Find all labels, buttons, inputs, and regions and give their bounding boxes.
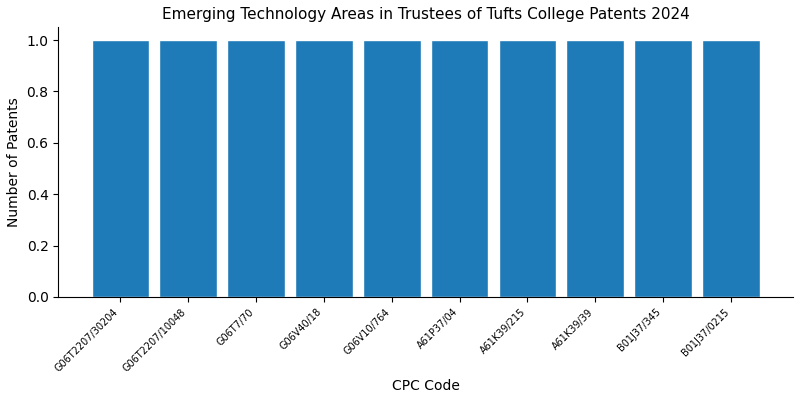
Title: Emerging Technology Areas in Trustees of Tufts College Patents 2024: Emerging Technology Areas in Trustees of…	[162, 7, 690, 22]
Y-axis label: Number of Patents: Number of Patents	[7, 97, 21, 227]
Bar	[227, 40, 285, 297]
Bar	[295, 40, 353, 297]
Bar	[159, 40, 217, 297]
Bar	[430, 40, 488, 297]
Bar	[363, 40, 421, 297]
Bar	[634, 40, 692, 297]
Bar	[702, 40, 760, 297]
Bar	[498, 40, 556, 297]
X-axis label: CPC Code: CPC Code	[392, 379, 459, 393]
Bar	[92, 40, 150, 297]
Bar	[566, 40, 624, 297]
